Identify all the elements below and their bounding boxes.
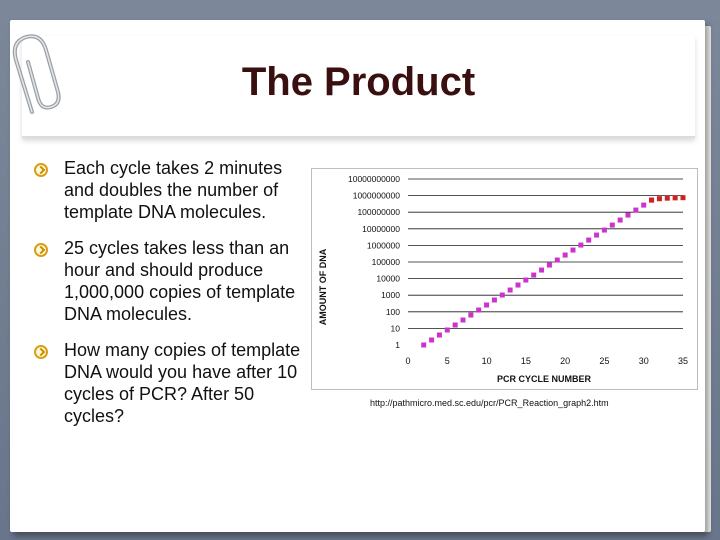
y-tick-label: 10000000 [362,224,400,234]
data-point [546,262,552,268]
data-point [594,232,600,238]
x-tick-label: 15 [521,356,531,366]
data-point [664,195,670,201]
data-point [499,292,505,298]
data-point [601,227,607,233]
source-url: http://pathmicro.med.sc.edu/pcr/PCR_Reac… [370,398,609,408]
data-point [609,222,615,228]
y-tick-label: 10000 [376,274,400,284]
data-point [515,282,521,288]
data-point [554,257,560,263]
data-point [625,212,631,218]
bullet-text: How many copies of template DNA would yo… [64,340,301,426]
x-tick-labels: 0 5 10 15 20 25 30 35 [405,356,688,366]
data-point [421,342,427,348]
bullet-list: Each cycle takes 2 minutes and doubles t… [34,157,304,441]
data-point [680,195,686,201]
x-tick-label: 0 [405,356,410,366]
data-point [578,242,584,248]
data-point [656,196,662,202]
chart-frame: 1 10 100 1000 10000 100000 1000000 10000000 1000… [311,168,698,390]
bullet-item: 25 cycles takes less than an hour and sh… [34,237,304,325]
y-axis-label: AMOUNT OF DNA [318,248,328,325]
data-point [484,302,490,308]
x-tick-label: 25 [599,356,609,366]
data-point [476,307,482,313]
pcr-amplification-chart: 1101001000100001000001000000100000001000… [318,174,688,384]
data-point [586,237,592,243]
data-point [531,272,537,278]
data-point [617,217,623,223]
data-point [649,197,655,203]
x-tick-label: 5 [445,356,450,366]
y-tick-label: 10000000000 [348,174,400,184]
data-point [633,207,639,213]
bullet-text: 25 cycles takes less than an hour and sh… [64,238,296,324]
data-points [421,195,686,348]
data-point [523,277,529,283]
y-tick-label: 10 [391,323,401,333]
data-point [539,267,545,273]
data-point [491,297,497,303]
data-point [641,202,647,208]
y-tick-labels: 1 10 100 1000 10000 100000 1000000 10000000 1000… [348,174,400,350]
title-banner [22,36,695,138]
paperclip-icon [12,34,61,114]
data-point [468,312,474,318]
bullet-item: How many copies of template DNA would yo… [34,339,304,427]
data-point [452,322,458,328]
y-tick-label: 100000000 [357,207,400,217]
x-axis-label: PCR CYCLE NUMBER [497,374,592,384]
y-tick-label: 100 [386,307,400,317]
y-tick-label: 1 [395,340,400,350]
data-point [570,247,576,253]
data-point [507,287,513,293]
data-point [460,317,466,323]
slide-title: The Product [241,60,476,104]
data-point [444,327,450,333]
x-tick-label: 20 [560,356,570,366]
y-tick-label: 1000000000 [353,191,401,201]
x-tick-label: 10 [482,356,492,366]
y-tick-label: 1000000 [367,240,400,250]
data-point [436,332,442,338]
bullet-chevron-icon [34,163,48,177]
x-tick-label: 30 [639,356,649,366]
y-tick-label: 1000 [381,290,400,300]
data-point [562,252,568,258]
x-tick-label: 35 [678,356,688,366]
data-point [429,337,435,343]
chart-gridlines [408,178,683,329]
data-point [672,195,678,201]
bullet-chevron-icon [34,345,48,359]
bullet-chevron-icon [34,243,48,257]
y-tick-label: 100000 [372,257,401,267]
bullet-text: Each cycle takes 2 minutes and doubles t… [64,158,283,222]
bullet-item: Each cycle takes 2 minutes and doubles t… [34,157,304,223]
